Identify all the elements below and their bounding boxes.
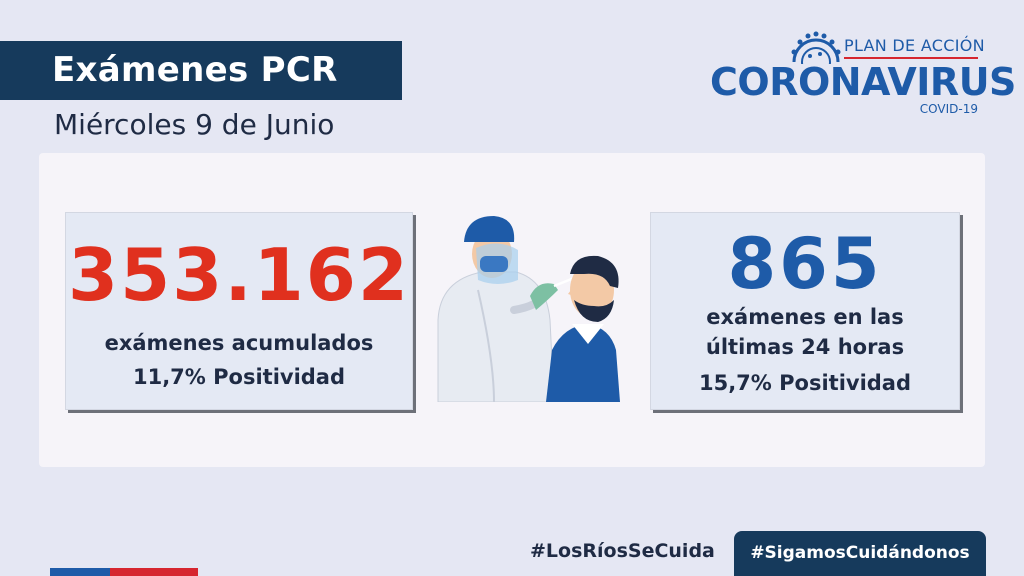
flag-stripe-red <box>110 568 198 576</box>
last24h-value: 865 <box>727 223 883 305</box>
last24h-card: 865 exámenes en las últimas 24 horas 15,… <box>650 212 960 410</box>
last24h-positivity: 15,7% Positividad <box>698 371 912 395</box>
last24h-label-line1: exámenes en las <box>706 305 904 329</box>
logo-sub-text: COVID-19 <box>919 102 978 116</box>
coronavirus-logo: PLAN DE ACCIÓN CORONAVIRUS COVID-19 <box>706 30 1016 120</box>
accumulated-card: 353.162 exámenes acumulados 11,7% Positi… <box>65 212 413 410</box>
accumulated-label: exámenes acumulados <box>104 331 374 355</box>
last24h-label-line2: últimas 24 horas <box>705 335 905 359</box>
logo-main-text: CORONAVIRUS <box>710 60 1016 104</box>
logo-plan-text: PLAN DE ACCIÓN <box>844 36 985 55</box>
page-title: Exámenes PCR <box>0 41 402 100</box>
virus-icon <box>791 31 841 64</box>
accumulated-positivity: 11,7% Positividad <box>132 365 346 389</box>
accumulated-value: 353.162 <box>68 233 410 317</box>
logo-underline <box>844 57 978 59</box>
hashtag-los-rios: #LosRíosSeCuida <box>530 540 715 562</box>
date-subtitle: Miércoles 9 de Junio <box>54 108 335 141</box>
hashtag-sigamos: #SigamosCuidándonos <box>734 531 986 576</box>
pcr-test-illustration <box>437 216 620 402</box>
flag-stripe-blue <box>50 568 110 576</box>
